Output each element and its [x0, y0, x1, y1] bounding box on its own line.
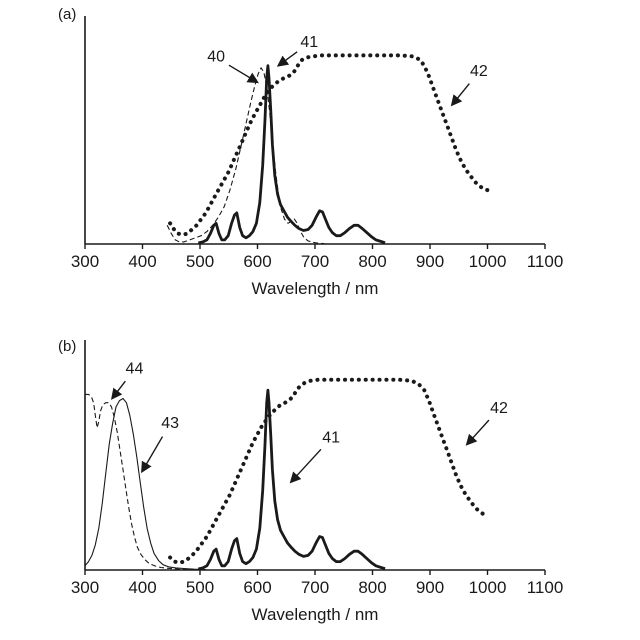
- x-tick-label: 800: [358, 578, 386, 597]
- curve-label-40: 40: [207, 49, 225, 66]
- curve-label-41-arrow: [276, 51, 298, 67]
- curve-label-42-arrow: [465, 419, 490, 446]
- curve-label-41-arrow: [289, 448, 322, 484]
- panel-b: (b) 300 400 500 600 700 800 900 1000 1100 Wavelen…: [0, 320, 640, 640]
- x-axis-title: Wavelength / nm: [252, 279, 379, 298]
- series-41-curve: [197, 388, 386, 571]
- x-tick-label: 600: [243, 578, 271, 597]
- curve-label-40-arrow: [228, 64, 259, 84]
- x-tick-label: 600: [243, 252, 271, 271]
- x-tick-label: 700: [301, 578, 329, 597]
- curve-label-42: 42: [490, 400, 508, 417]
- x-tick-label: 900: [416, 252, 444, 271]
- panel-b-label: (b): [58, 338, 77, 355]
- series-42-curve: [168, 53, 490, 237]
- x-tick-label: 900: [416, 578, 444, 597]
- curve-label-44: 44: [126, 360, 144, 377]
- x-tick-label: 400: [128, 252, 156, 271]
- x-tick-label: 500: [186, 252, 214, 271]
- chart-svg-b: 300 400 500 600 700 800 900 1000 1100 Wavelength …: [71, 340, 564, 624]
- curve-label-43: 43: [161, 415, 179, 432]
- series-40-curve: [166, 67, 325, 245]
- panel-a-label: (a): [58, 6, 77, 23]
- curve-label-43-arrow: [141, 436, 164, 474]
- curve-label-42-arrow: [450, 83, 470, 107]
- x-tick-label: 300: [71, 578, 99, 597]
- x-tick-label: 800: [358, 252, 386, 271]
- curve-label-42: 42: [470, 63, 488, 80]
- x-axis-title: Wavelength / nm: [252, 605, 379, 624]
- x-tick-label: 700: [301, 252, 329, 271]
- panel-a: (a) 300 400 500 600 700 800 900 1000 1100 Wavelen…: [58, 6, 564, 298]
- x-tick-label: 1100: [527, 578, 564, 597]
- x-tick-label: 1100: [527, 252, 564, 271]
- series-42-curve: [168, 377, 490, 565]
- curve-label-41: 41: [322, 429, 340, 446]
- x-tick-label: 500: [186, 578, 214, 597]
- x-tick-label: 1000: [469, 252, 507, 271]
- curve-label-41: 41: [300, 34, 318, 51]
- series-41-curve: [197, 64, 386, 245]
- series-44-curve: [85, 393, 188, 570]
- chart-svg-a: 300 400 500 600 700 800 900 1000 1100 Wavelength …: [71, 16, 564, 298]
- series-43-curve: [84, 397, 206, 571]
- x-tick-label: 300: [71, 252, 99, 271]
- x-tick-label: 400: [128, 578, 156, 597]
- x-tick-label: 1000: [469, 578, 507, 597]
- curve-label-44-arrow: [111, 380, 126, 400]
